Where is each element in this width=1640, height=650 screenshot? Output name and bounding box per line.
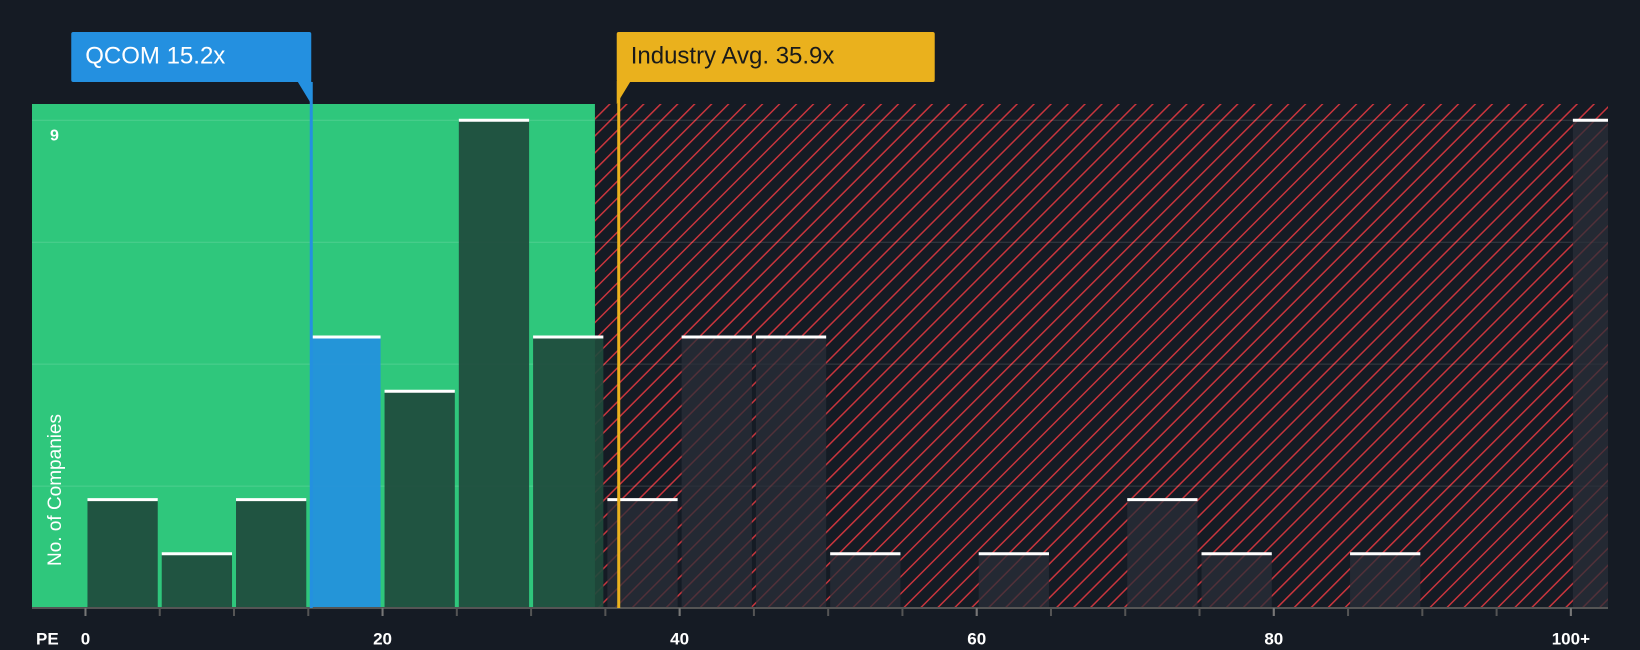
bar	[978, 553, 1049, 608]
bar	[384, 391, 455, 608]
bar	[161, 553, 233, 608]
x-axis-label: PE	[36, 629, 59, 648]
x-tick-label: 100+	[1552, 629, 1590, 648]
bar	[1572, 120, 1608, 608]
bar	[236, 499, 307, 608]
bar	[1350, 553, 1421, 608]
x-tick-label: 60	[967, 629, 986, 648]
bar	[1201, 553, 1272, 608]
y-axis-label: No. of Companies	[45, 414, 66, 566]
bar	[1127, 499, 1198, 608]
x-tick-label: 0	[81, 629, 90, 648]
bar	[830, 553, 901, 608]
bar	[681, 337, 752, 608]
y-tick-label: 9	[50, 127, 59, 144]
annotation-pointer	[297, 81, 312, 104]
bar	[310, 337, 381, 608]
x-tick-label: 80	[1264, 629, 1283, 648]
bar	[87, 499, 158, 608]
bar	[533, 337, 604, 608]
annotation-box	[71, 32, 312, 82]
annotation-label: Industry Avg. 35.9x	[631, 42, 835, 69]
annotation-label: QCOM 15.2x	[85, 42, 225, 69]
plot	[32, 104, 1608, 608]
bar	[458, 120, 530, 608]
annotation-box	[616, 32, 935, 82]
annotation-pointer	[616, 81, 631, 104]
x-tick-label: 40	[670, 629, 689, 648]
bar	[755, 337, 827, 608]
x-tick-label: 20	[373, 629, 392, 648]
